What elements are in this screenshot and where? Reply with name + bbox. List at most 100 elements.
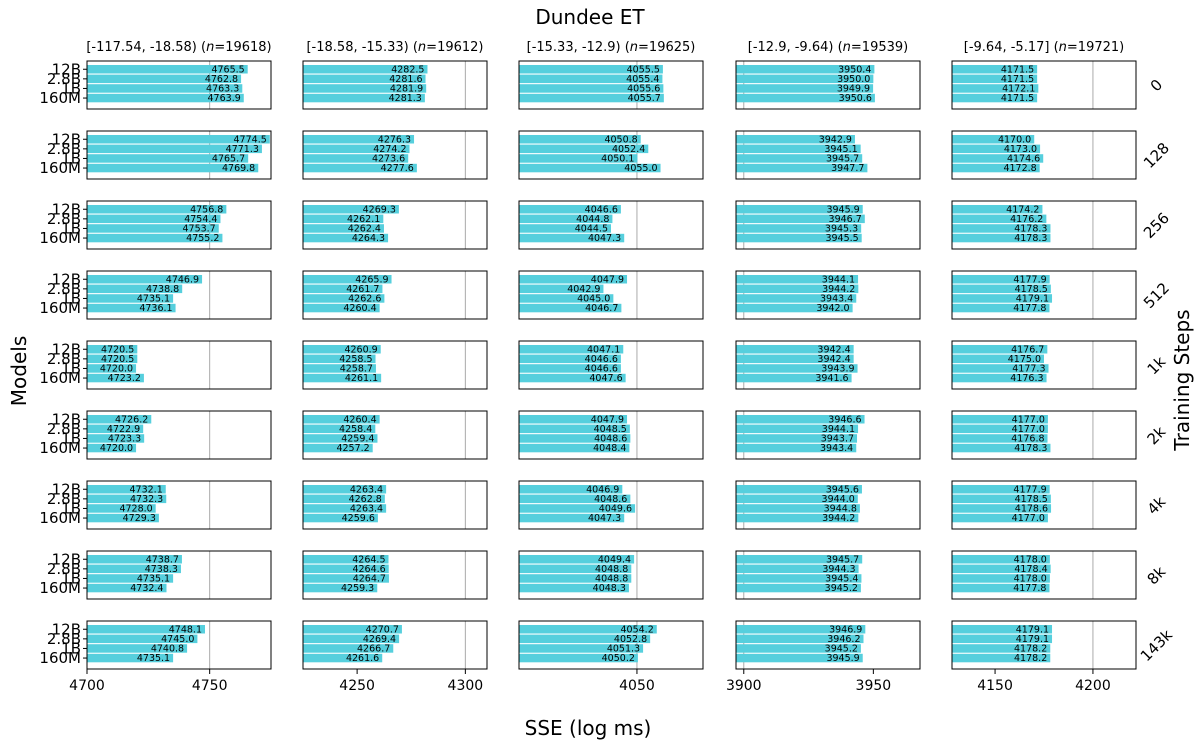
bar-160m (952, 93, 1038, 103)
bar-value-label: 4178.5 (1015, 284, 1048, 295)
bar-value-label: 4178.3 (1014, 443, 1047, 454)
bar-1b (952, 364, 1049, 373)
bar-1b (736, 504, 860, 513)
bar-12b (952, 275, 1050, 284)
panel-frame (518, 480, 704, 530)
bar-2.8b (736, 564, 859, 574)
bar-12b (303, 485, 387, 494)
bar-value-label: 4048.8 (595, 573, 628, 584)
bar-2.8b (952, 284, 1051, 294)
bar-value-label: 4745.0 (161, 634, 194, 645)
training-step-label: 0 (1147, 76, 1166, 95)
training-step-label: 512 (1140, 279, 1173, 312)
bar-value-label: 4753.7 (182, 223, 215, 234)
bar-value-label: 4732.4 (130, 583, 163, 594)
bar-value-label: 3950.6 (839, 93, 872, 104)
bar-1b (87, 224, 219, 233)
bar-160m (952, 303, 1050, 313)
bar-value-label: 4723.3 (108, 433, 141, 444)
bar-1b (303, 294, 385, 303)
bar-value-label: 4172.1 (1002, 83, 1035, 94)
bar-160m (736, 653, 863, 663)
bar-value-label: 3942.4 (817, 344, 850, 355)
bar-value-label: 3944.1 (822, 424, 855, 435)
bar-value-label: 3945.7 (826, 554, 859, 565)
bar-value-label: 4257.2 (336, 443, 369, 454)
bar-value-label: 4178.3 (1014, 233, 1047, 244)
bar-value-label: 4723.2 (108, 373, 141, 384)
bar-12b (952, 415, 1048, 424)
bar-1b (303, 644, 394, 653)
bar-value-label: 4048.6 (594, 433, 627, 444)
bar-12b (87, 625, 206, 634)
model-tick-label: 160M (39, 159, 81, 177)
bar-value-label: 3945.3 (825, 223, 858, 234)
bar-value-label: 4259.4 (341, 433, 374, 444)
bar-value-label: 4276.3 (378, 134, 411, 145)
panel-frame (951, 340, 1137, 390)
panel-frame (302, 340, 488, 390)
bar-1b (519, 364, 621, 373)
bar-value-label: 4771.3 (226, 144, 259, 155)
bar-12b (952, 485, 1050, 494)
bar-12b (952, 205, 1043, 214)
bar-2.8b (303, 634, 400, 644)
bar-value-label: 4042.9 (567, 284, 600, 295)
bar-value-label: 4755.2 (186, 233, 219, 244)
bar-1b (303, 224, 384, 233)
bar-2.8b (736, 424, 859, 434)
panel-frame (518, 410, 704, 460)
bar-value-label: 4055.0 (624, 163, 657, 174)
panel-frame (518, 60, 704, 110)
bar-value-label: 4178.4 (1014, 564, 1047, 575)
bar-value-label: 4726.2 (115, 414, 148, 425)
model-tick-label: 2.8B (47, 350, 81, 368)
bar-value-label: 4258.5 (339, 354, 372, 365)
bar-value-label: 4048.8 (595, 564, 628, 575)
bar-value-label: 4046.7 (585, 303, 618, 314)
bar-160m (87, 303, 176, 313)
bar-12b (87, 345, 138, 354)
bar-2.8b (952, 424, 1048, 434)
bar-value-label: 3946.9 (829, 624, 862, 635)
bar-value-label: 4046.6 (585, 204, 618, 215)
bar-value-label: 4178.0 (1014, 573, 1047, 584)
bar-value-label: 4171.5 (1001, 64, 1034, 75)
bar-160m (952, 513, 1048, 523)
model-tick-label: 160M (39, 229, 81, 247)
bar-value-label: 4177.0 (1012, 513, 1045, 524)
bar-2.8b (519, 354, 621, 364)
bar-value-label: 3944.2 (822, 513, 855, 524)
bar-160m (952, 163, 1040, 173)
bar-value-label: 4045.0 (577, 293, 610, 304)
model-tick-label: 160M (39, 579, 81, 597)
bar-value-label: 4259.3 (341, 583, 374, 594)
model-tick-label: 2.8B (47, 280, 81, 298)
panel-frame (518, 620, 704, 670)
bar-1b (303, 84, 427, 93)
bar-value-label: 3944.3 (822, 564, 855, 575)
bar-160m (303, 443, 373, 453)
bar-2.8b (87, 354, 138, 364)
bar-value-label: 3943.7 (821, 433, 854, 444)
bar-value-label: 4740.8 (151, 643, 184, 654)
bar-12b (303, 65, 428, 74)
panel-grid: [-117.54, -18.58) (n=19618)4765.54762.84… (39, 40, 1176, 694)
bar-value-label: 4746.9 (166, 274, 199, 285)
bar-value-label: 3945.2 (825, 583, 858, 594)
bar-value-label: 4265.9 (355, 274, 388, 285)
bar-value-label: 4047.1 (587, 344, 620, 355)
x-tick-label: 4150 (977, 678, 1013, 694)
bar-value-label: 4176.3 (1010, 373, 1043, 384)
model-tick-label: 160M (39, 439, 81, 457)
bar-160m (952, 443, 1051, 453)
bar-1b (736, 574, 862, 583)
model-tick-label: 1B (61, 569, 81, 587)
bar-value-label: 3947.7 (831, 163, 864, 174)
bar-value-label: 3945.6 (826, 484, 859, 495)
panel-frame (518, 200, 704, 250)
bar-160m (519, 303, 622, 313)
bar-2.8b (952, 634, 1053, 644)
bar-160m (736, 233, 862, 243)
bar-160m (736, 163, 868, 173)
